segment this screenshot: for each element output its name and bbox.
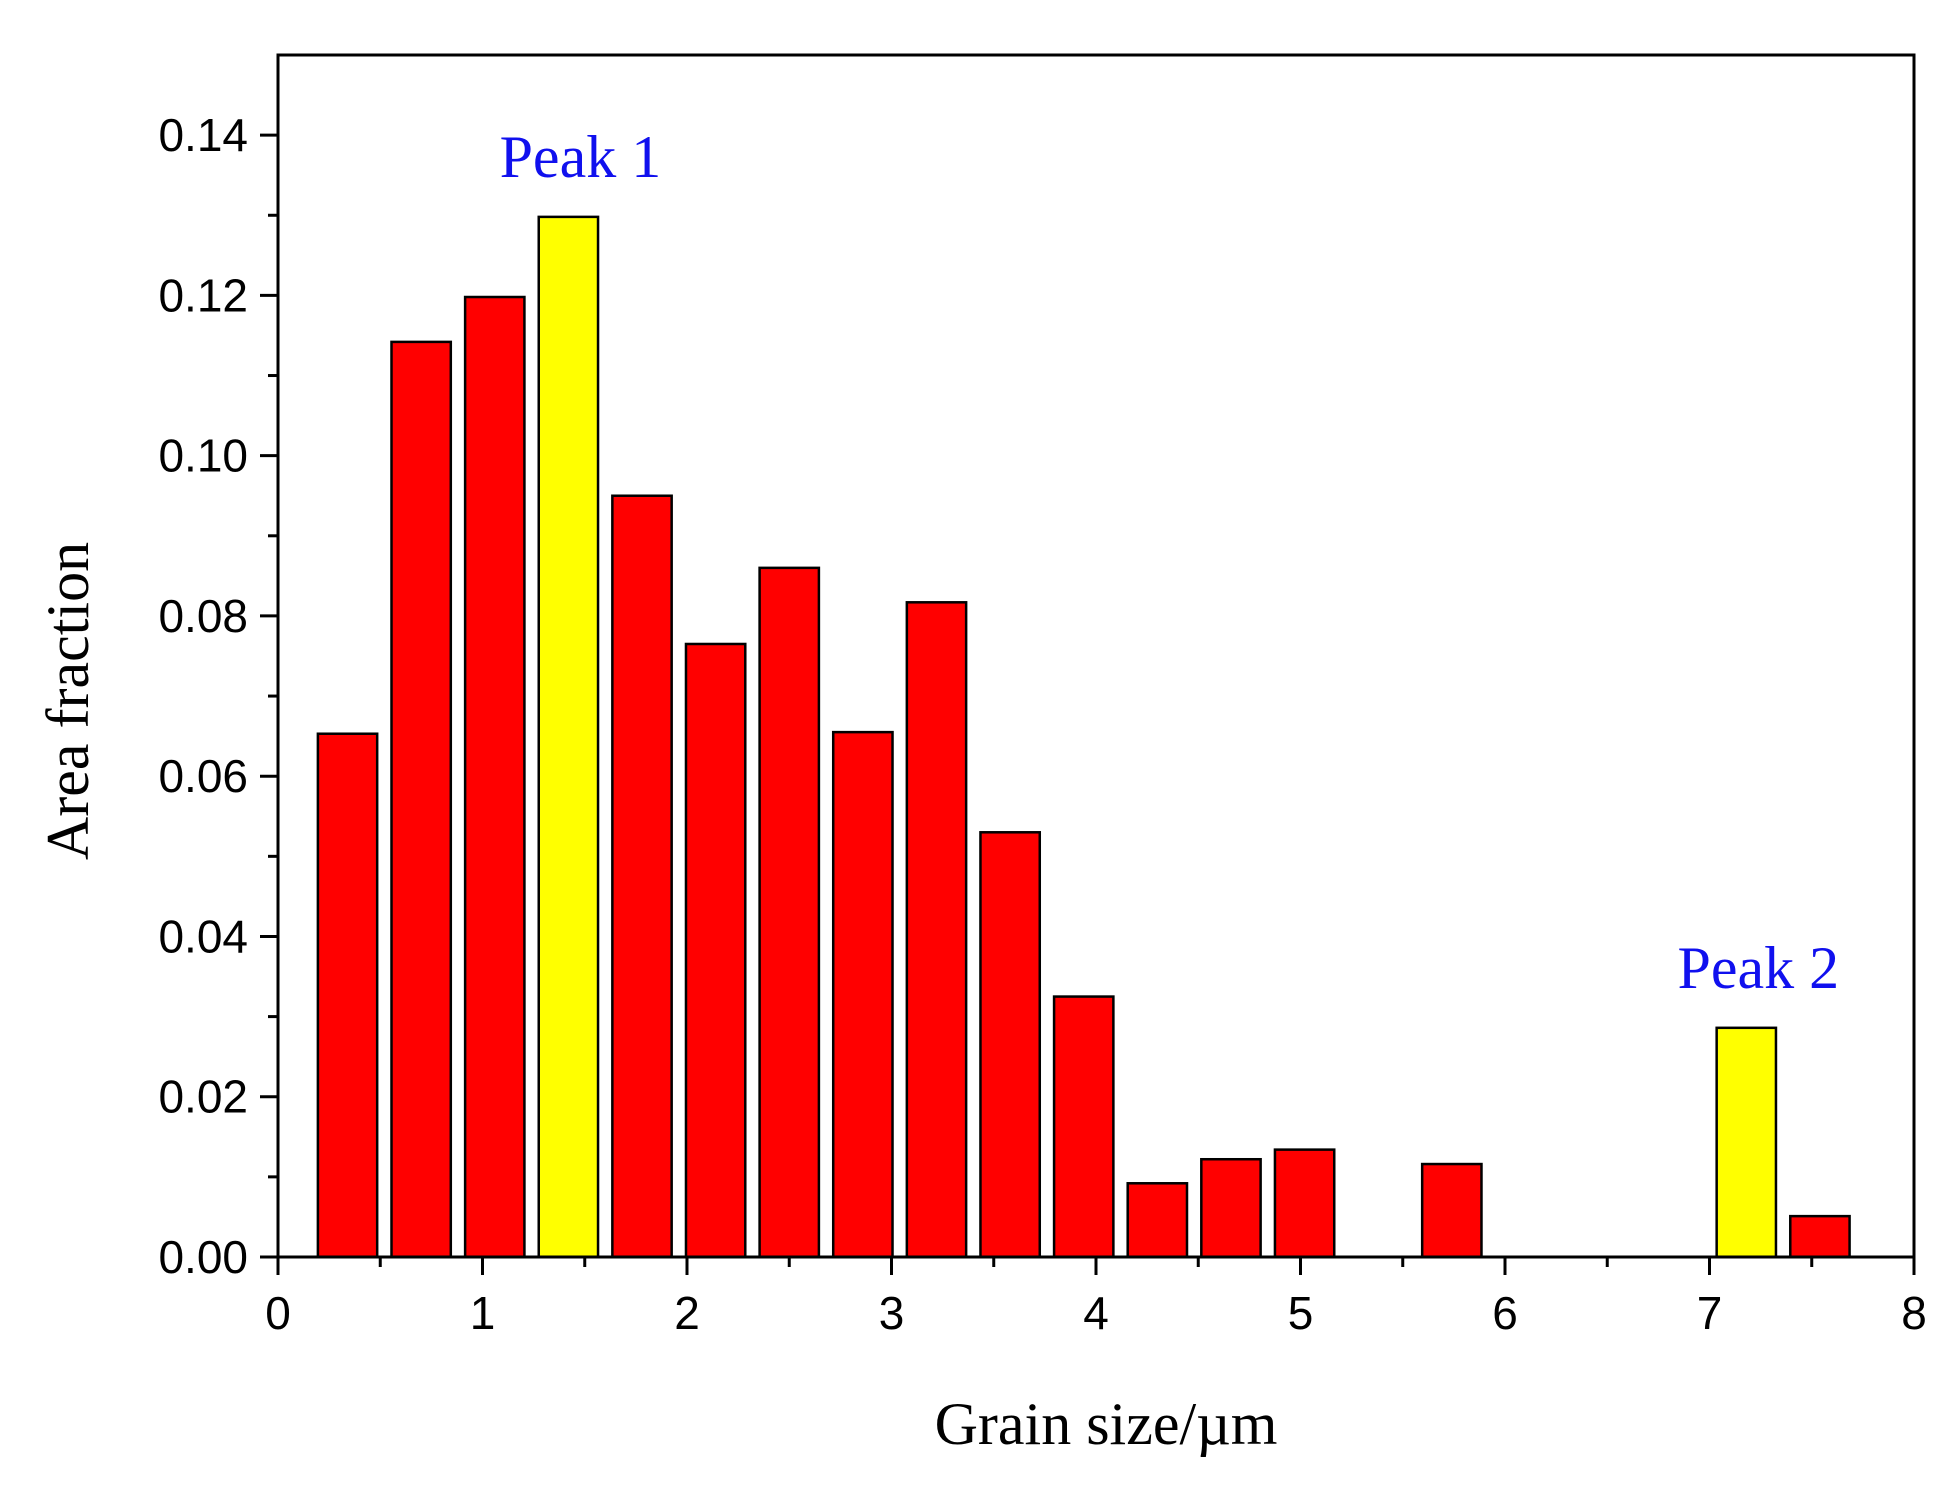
y-tick-label: 0.06 xyxy=(158,750,248,802)
bar-5 xyxy=(684,642,747,1259)
y-axis-title: Area fraction xyxy=(35,542,101,860)
peak-annotation-2: Peak 2 xyxy=(1677,935,1839,1001)
annotations-layer: Peak 1 Peak 2 xyxy=(500,124,1840,1001)
bar-13 xyxy=(1273,1148,1336,1259)
bar-14 xyxy=(1420,1162,1483,1259)
bars-layer xyxy=(316,215,1851,1259)
x-tick-label: 3 xyxy=(879,1287,905,1339)
bar-4 xyxy=(611,494,673,1259)
x-tick-label: 1 xyxy=(470,1287,496,1339)
x-tick-label: 6 xyxy=(1492,1287,1518,1339)
bar-12 xyxy=(1200,1157,1262,1259)
bar-16 xyxy=(1789,1214,1851,1259)
x-tick-label: 0 xyxy=(265,1287,291,1339)
bar-15 xyxy=(1715,1026,1778,1259)
x-tick-label: 8 xyxy=(1901,1287,1927,1339)
y-tick-label: 0.00 xyxy=(158,1231,248,1283)
bar-3 xyxy=(537,215,600,1259)
y-tick-label: 0.14 xyxy=(158,109,248,161)
bar-1 xyxy=(390,340,453,1259)
axes-layer: 0 1 2 3 4 5 6 7 8 0.00 0.02 0.04 0.06 0.08 0.10 0.12 0.1… xyxy=(158,53,1927,1339)
y-tick-label: 0.12 xyxy=(158,269,248,321)
y-tick-label: 0.02 xyxy=(158,1071,248,1123)
bar-7 xyxy=(831,730,894,1259)
bar-2 xyxy=(463,295,526,1259)
x-tick-label: 7 xyxy=(1697,1287,1723,1339)
bar-8 xyxy=(905,601,968,1259)
x-tick-label: 2 xyxy=(674,1287,700,1339)
bar-11 xyxy=(1126,1182,1189,1259)
bar-0 xyxy=(316,732,379,1259)
y-tick-label: 0.08 xyxy=(158,590,248,642)
y-tick-label: 0.10 xyxy=(158,430,248,482)
bar-9 xyxy=(979,831,1042,1259)
bar-6 xyxy=(758,566,821,1259)
x-tick-label: 4 xyxy=(1083,1287,1109,1339)
x-tick-label: 5 xyxy=(1288,1287,1314,1339)
peak-annotation-1: Peak 1 xyxy=(500,124,662,190)
x-axis-title: Grain size/µm xyxy=(935,1391,1278,1457)
y-tick-label: 0.04 xyxy=(158,910,248,962)
labels-layer: Grain size/µm Area fraction xyxy=(35,542,1277,1457)
bar-10 xyxy=(1052,995,1115,1259)
